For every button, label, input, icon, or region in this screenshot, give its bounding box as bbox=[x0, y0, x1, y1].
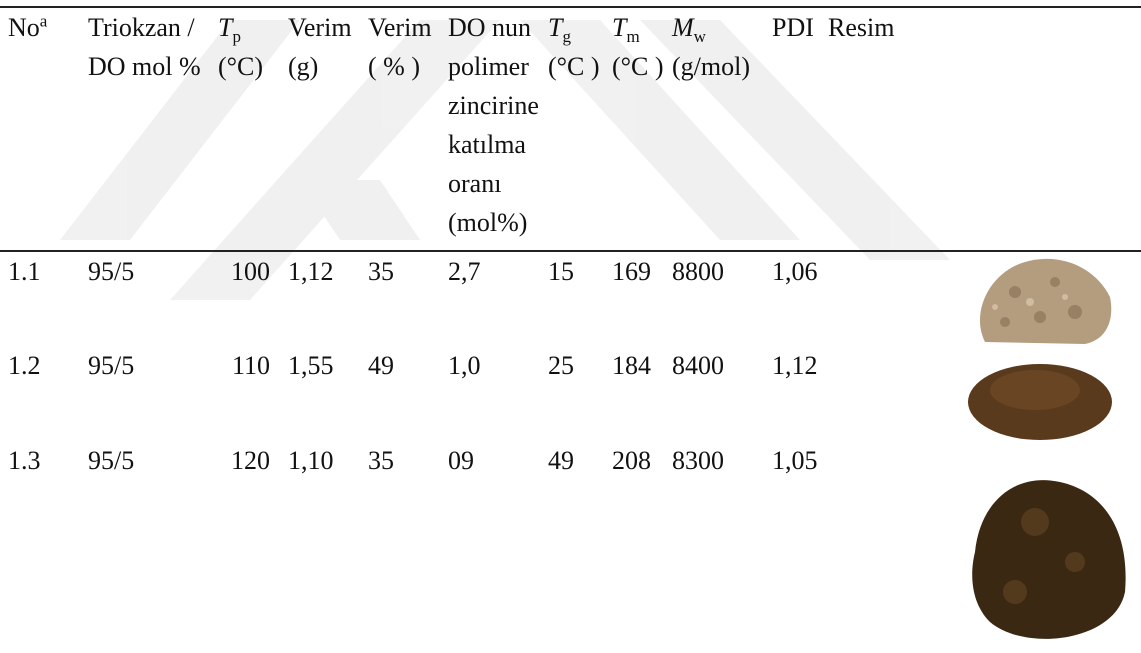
header-content: Resim bbox=[828, 8, 1141, 47]
table-cell: 1,10 bbox=[280, 441, 360, 646]
table-cell: 25 bbox=[540, 346, 604, 441]
header-text: No bbox=[8, 13, 40, 42]
header-text: Verim (g) bbox=[288, 13, 352, 81]
header-content: Noa bbox=[8, 8, 80, 47]
table-cell: 1,12 bbox=[764, 346, 820, 441]
header-content: DO nun polimer zincirine katılma oranı (… bbox=[448, 8, 533, 242]
table-cell: 95/5 bbox=[80, 251, 210, 346]
table-cell: 8400 bbox=[664, 346, 764, 441]
header-content: Tm (°C ) bbox=[612, 8, 664, 86]
table-cell: 1.2 bbox=[0, 346, 80, 441]
header-cell: Tg (°C ) bbox=[540, 7, 604, 251]
header-content: Mw (g/mol) bbox=[672, 8, 764, 86]
table-cell: 35 bbox=[360, 441, 440, 646]
header-symbol: T bbox=[612, 13, 626, 42]
header-subscript: p bbox=[232, 27, 241, 46]
header-symbol: T bbox=[218, 13, 232, 42]
table-cell: 1.3 bbox=[0, 441, 80, 646]
header-cell: Resim bbox=[820, 7, 1141, 251]
header-content: Tg (°C ) bbox=[548, 8, 604, 86]
header-symbol: T bbox=[548, 13, 562, 42]
header-cell: Verim ( % ) bbox=[360, 7, 440, 251]
table-cell: 120 bbox=[210, 441, 280, 646]
header-cell: Verim (g) bbox=[280, 7, 360, 251]
table-cell: 1,55 bbox=[280, 346, 360, 441]
table-cell: 1.1 bbox=[0, 251, 80, 346]
sample-photo bbox=[965, 350, 1115, 440]
table-cell: 95/5 bbox=[80, 346, 210, 441]
table-cell: 2,7 bbox=[440, 251, 540, 346]
header-cell: Mw (g/mol) bbox=[664, 7, 764, 251]
header-cell: Noa bbox=[0, 7, 80, 251]
header-content: PDI bbox=[772, 8, 820, 47]
table-cell: 8300 bbox=[664, 441, 764, 646]
header-text: Resim bbox=[828, 13, 894, 42]
header-subscript: m bbox=[626, 27, 639, 46]
header-cell: Triokzan / DO mol % bbox=[80, 7, 210, 251]
table-cell: 1,06 bbox=[764, 251, 820, 346]
sample-photo bbox=[965, 442, 1133, 652]
header-text: Verim ( % ) bbox=[368, 13, 432, 81]
table-cell: 1,12 bbox=[280, 251, 360, 346]
table-cell: 95/5 bbox=[80, 441, 210, 646]
header-cell: DO nun polimer zincirine katılma oranı (… bbox=[440, 7, 540, 251]
header-subscript: g bbox=[562, 27, 571, 46]
header-content: Verim (g) bbox=[288, 8, 360, 86]
table-cell: 09 bbox=[440, 441, 540, 646]
header-text: DO nun polimer zincirine katılma oranı (… bbox=[448, 13, 539, 237]
header-unit: (°C ) bbox=[612, 52, 664, 81]
table-cell: 8800 bbox=[664, 251, 764, 346]
page: NoaTriokzan / DO mol %Tp (°C)Verim (g)Ve… bbox=[0, 0, 1141, 653]
header-superscript: a bbox=[40, 11, 48, 30]
header-cell: PDI bbox=[764, 7, 820, 251]
table-cell: 100 bbox=[210, 251, 280, 346]
table-cell: 15 bbox=[540, 251, 604, 346]
table-cell: 208 bbox=[604, 441, 664, 646]
sample-photo bbox=[965, 252, 1115, 344]
header-content: Tp (°C) bbox=[218, 8, 280, 86]
header-content: Triokzan / DO mol % bbox=[88, 8, 218, 86]
header-symbol: M bbox=[672, 13, 694, 42]
table-cell: 49 bbox=[540, 441, 604, 646]
header-text: PDI bbox=[772, 13, 814, 42]
header-content: Verim ( % ) bbox=[368, 8, 440, 86]
table-cell: 184 bbox=[604, 346, 664, 441]
table-cell: 49 bbox=[360, 346, 440, 441]
table-cell: 35 bbox=[360, 251, 440, 346]
header-text: Triokzan / DO mol % bbox=[88, 13, 201, 81]
table-cell: 110 bbox=[210, 346, 280, 441]
header-unit: (g/mol) bbox=[672, 52, 750, 81]
header-subscript: w bbox=[694, 27, 706, 46]
table-cell: 169 bbox=[604, 251, 664, 346]
table-cell: 1,05 bbox=[764, 441, 820, 646]
header-cell: Tp (°C) bbox=[210, 7, 280, 251]
table-cell: 1,0 bbox=[440, 346, 540, 441]
header-unit: (°C ) bbox=[548, 52, 600, 81]
header-unit: (°C) bbox=[218, 52, 263, 81]
header-cell: Tm (°C ) bbox=[604, 7, 664, 251]
